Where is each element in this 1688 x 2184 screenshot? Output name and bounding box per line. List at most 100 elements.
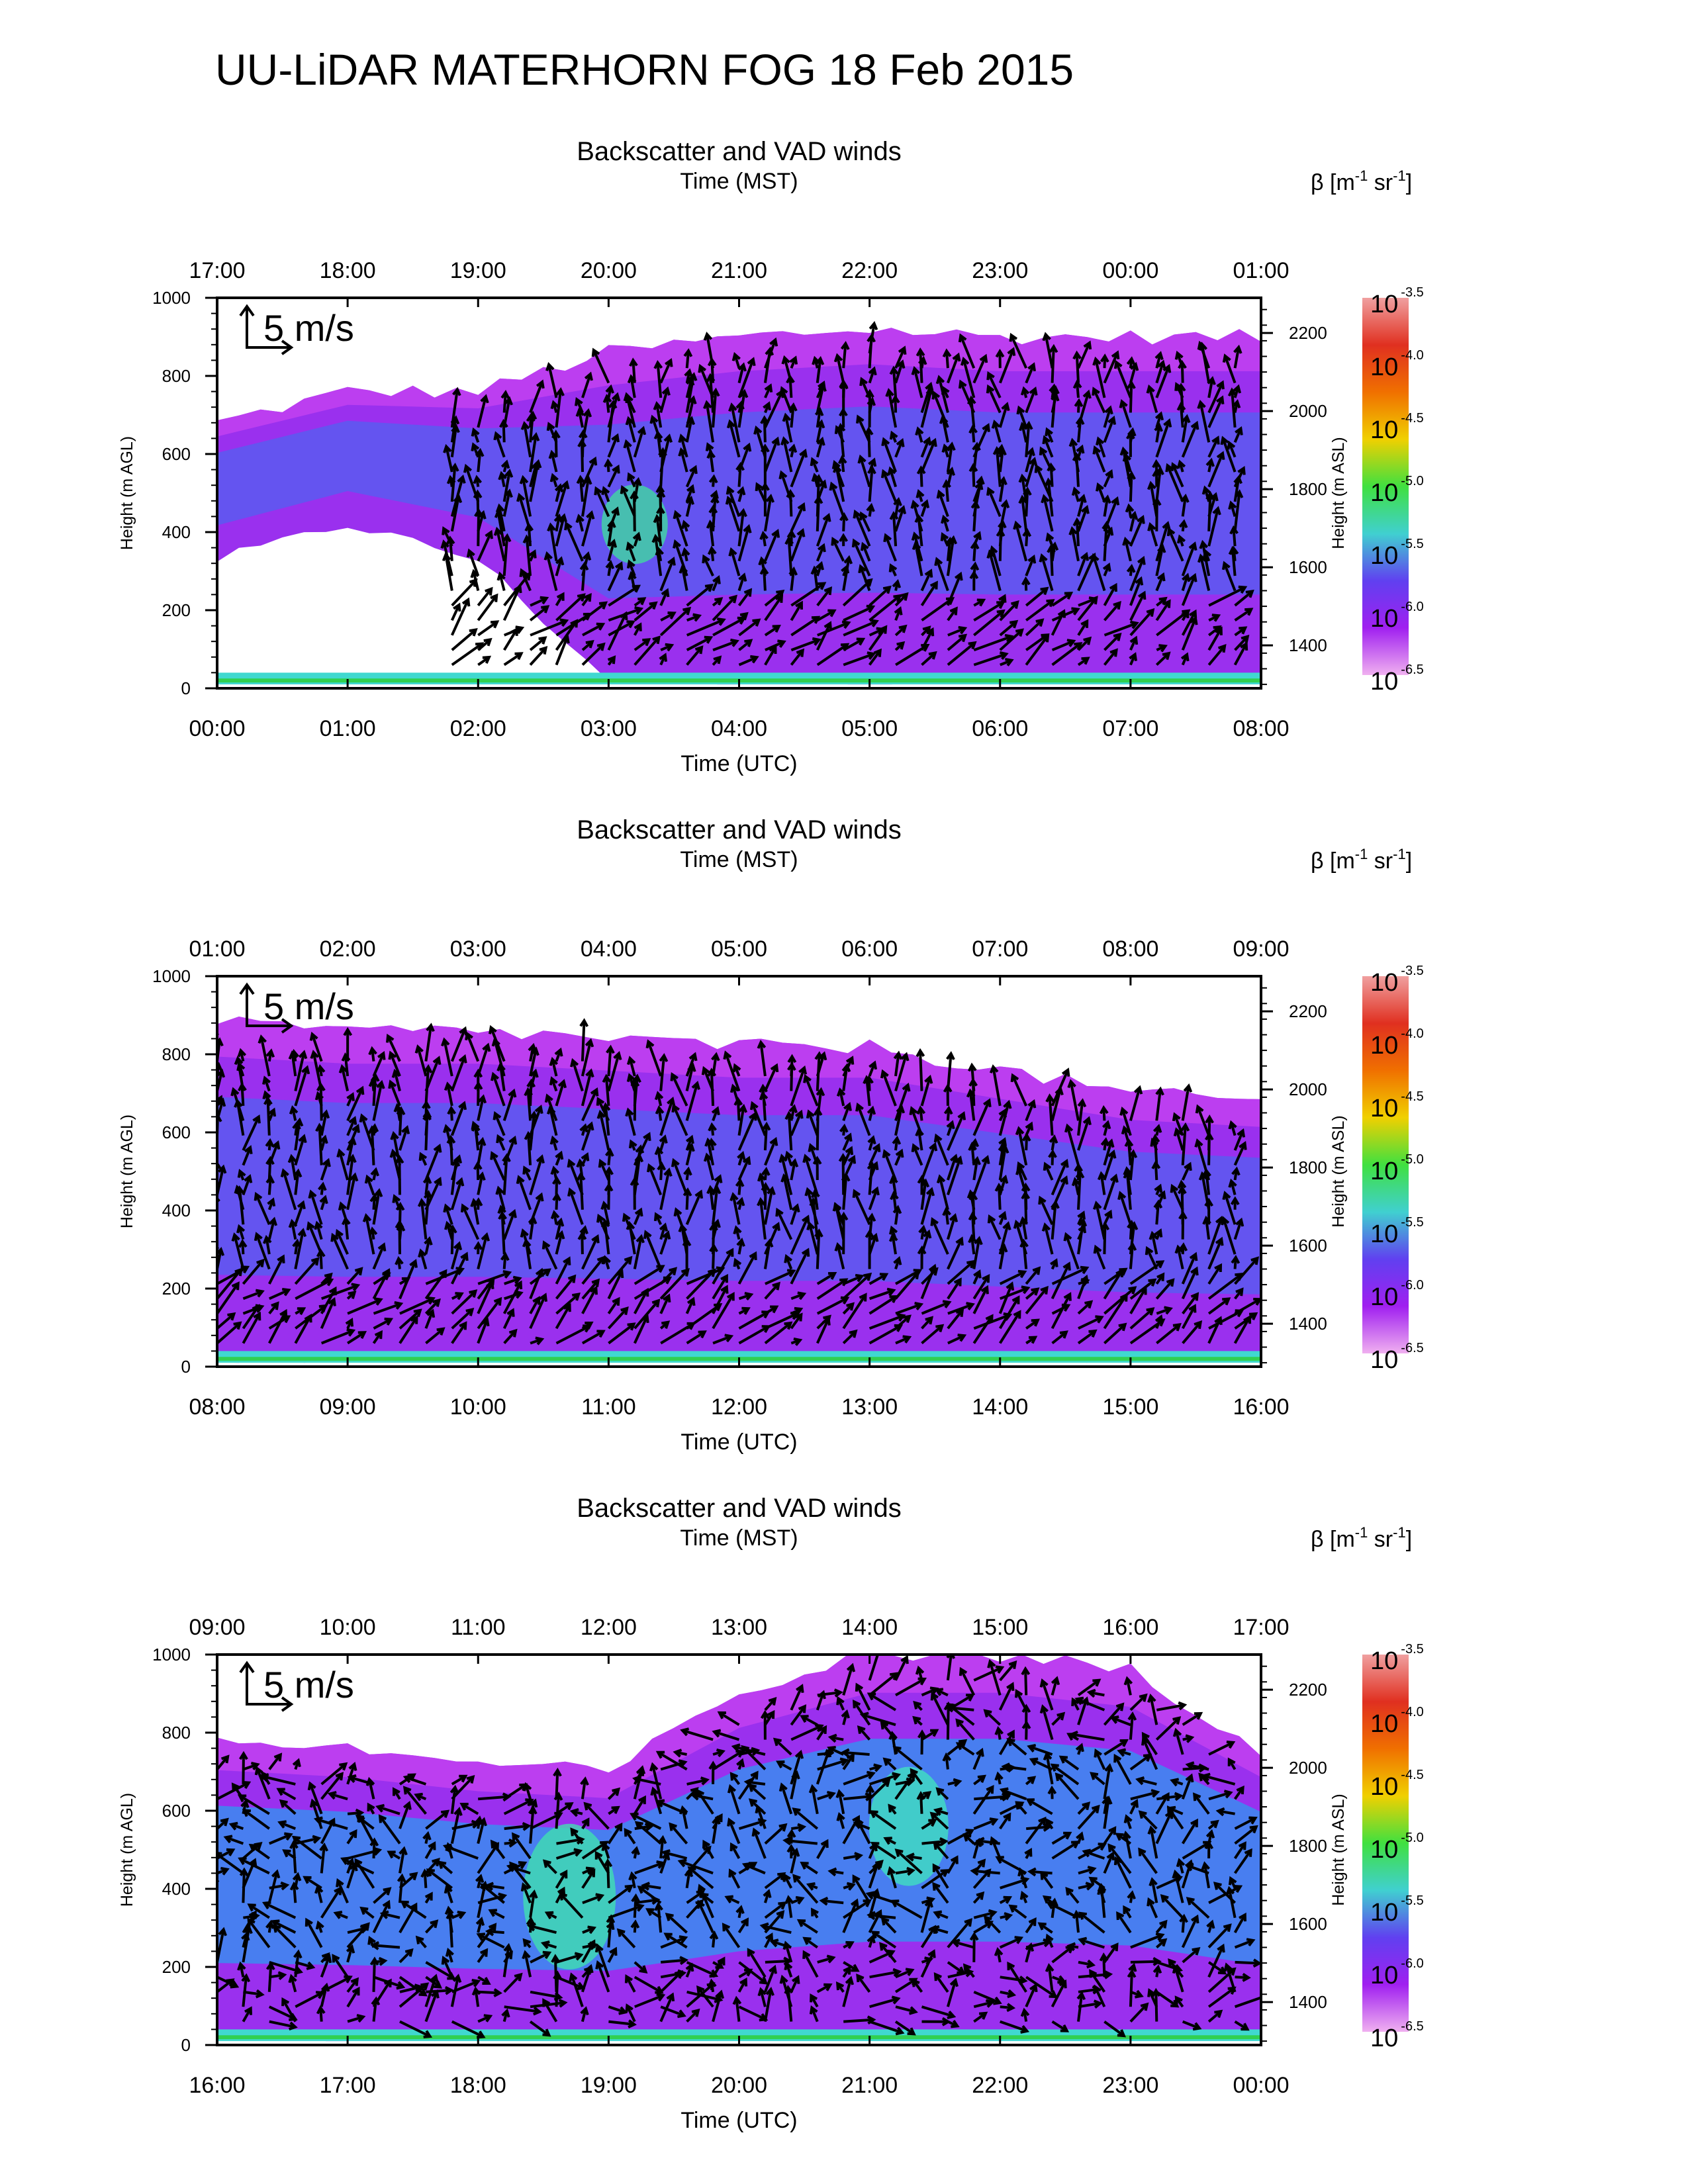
wind-vector-head [688,1052,698,1062]
wind-vector [894,1315,911,1330]
wind-vector [659,359,673,384]
wind-vector [790,1850,798,1874]
x-tick-label: 02:00 [450,716,506,741]
wind-vector [1051,1304,1069,1315]
wind-vector [921,1268,938,1285]
wind-vector [651,416,663,443]
wind-vector-head [277,1820,287,1829]
wind-vector [1041,1706,1054,1741]
wind-vector [628,1058,636,1077]
wind-vector-head [732,1063,741,1073]
wind-vector [764,1322,792,1345]
wind-vector-head [277,1254,285,1263]
wind-vector-head [761,1121,771,1131]
wind-vector-head [743,1778,753,1788]
wind-vector [607,394,619,428]
wind-vector [451,1308,473,1330]
wind-vector [1182,1947,1199,1964]
wind-vector [1129,1087,1141,1121]
wind-vector-head [293,1949,303,1959]
wind-vector [1156,1323,1181,1345]
wind-vector-head [573,1848,583,1857]
wind-vector [1233,1914,1246,1934]
wind-vector-head [896,1313,906,1322]
wind-vector-head [673,510,682,520]
wind-vector [242,1175,252,1196]
wind-vector-head [728,402,737,412]
wind-vector-head [846,1662,856,1672]
wind-vector-head [981,1155,990,1164]
wind-vector-head [946,1120,955,1130]
wind-vector [816,481,826,502]
wind-vector [836,1244,845,1269]
wind-vector-head [819,1896,829,1906]
wind-vector [1129,1754,1151,1771]
wind-vector [555,1219,563,1240]
wind-vector-head [730,638,739,647]
wind-vector [1103,1765,1111,1799]
wind-vector-head [399,1846,408,1856]
wind-vector [450,599,470,636]
wind-vector [731,1085,741,1107]
wind-vector-head [870,1232,879,1242]
wind-vector-head [1198,1171,1208,1181]
wind-vector [859,456,871,488]
x-top-tick-label: 17:00 [189,258,245,283]
wind-vector-head [1147,1825,1156,1835]
wind-vector-head [941,385,950,395]
wind-vector [608,2020,635,2026]
wind-vector-head [400,1900,409,1909]
wind-vector-head [1105,526,1114,536]
wind-vector-head [1199,539,1209,549]
wind-vector-head [976,1747,984,1757]
wind-vector-head [1178,1242,1188,1251]
wind-vector-head [694,645,704,655]
x-tick-label: 22:00 [972,2073,1028,2098]
wind-vector-head [348,1291,357,1299]
wind-vector-head [765,493,775,503]
wind-vector-head [710,490,719,499]
wind-vector-head [827,1746,836,1754]
wind-vector-head [1228,1178,1237,1188]
wind-vector-head [771,436,780,446]
wind-vector-head [656,1860,666,1869]
wind-vector [1181,1268,1198,1300]
y-tick-label: 1000 [152,1645,191,1664]
wind-vector-head [898,345,907,355]
wind-vector-head [271,1301,279,1310]
wind-vector-head [498,1892,508,1901]
wind-vector [451,1979,479,1993]
wind-vector-head [1072,452,1082,461]
wind-vector-head [254,1842,263,1850]
wind-vector [1051,642,1082,666]
wind-vector [780,388,793,414]
wind-vector [403,1787,427,1815]
wind-vector [947,1706,974,1711]
wind-vector [1078,1843,1105,1860]
wind-vector-head [612,1787,621,1796]
wind-vector-head [1020,2025,1030,2034]
wind-vector [1129,1223,1136,1255]
wind-vector [764,1872,785,1889]
wind-vector [759,1199,767,1240]
wind-vector-head [453,602,461,612]
wind-vector-head [542,1998,551,2007]
wind-vector-head [535,1336,545,1345]
wind-vector-head [626,620,635,629]
wind-vector [268,1754,282,1770]
wind-vector-head [1176,1858,1186,1868]
wind-vector-head [835,1789,845,1798]
wind-vector-head [1096,436,1105,446]
wind-vector-head [1194,1320,1203,1330]
wind-vector [1025,388,1037,414]
wind-vector-head [1091,1804,1100,1813]
wind-vector [373,1273,390,1285]
wind-vector [933,1864,949,1889]
wind-vector [329,1792,348,1801]
wind-vector-head [751,1827,761,1837]
wind-vector-head [880,1721,889,1730]
wind-vector [1103,1944,1119,1964]
wind-vector-head [418,1248,427,1258]
wind-vector-head [955,1236,964,1246]
wind-vector-head [1228,500,1237,510]
